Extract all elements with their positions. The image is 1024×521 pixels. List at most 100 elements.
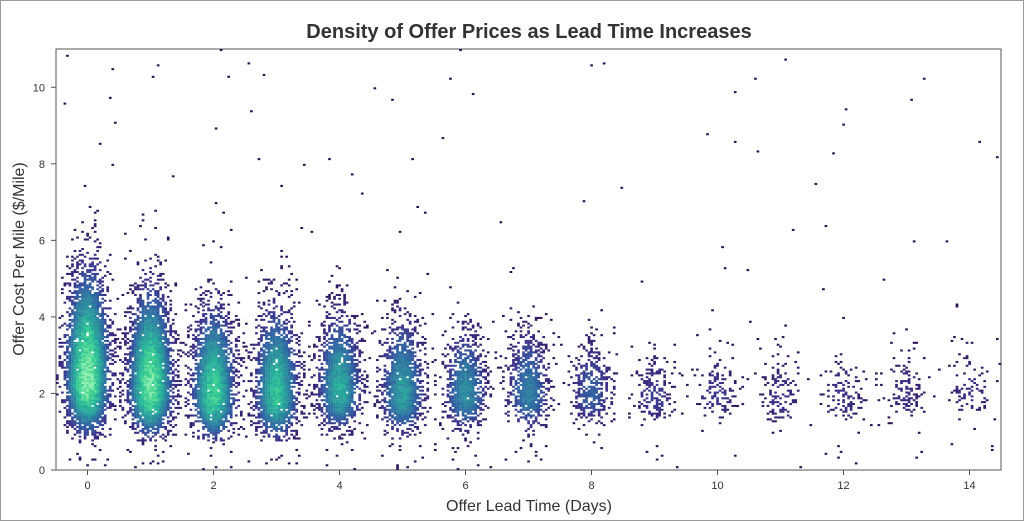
density-cell	[202, 347, 205, 350]
density-cell	[159, 332, 162, 335]
density-cell	[171, 318, 175, 321]
density-cell	[207, 359, 210, 362]
density-cell	[129, 345, 132, 348]
density-cell	[204, 290, 208, 293]
density-cell	[229, 416, 233, 419]
density-cell	[96, 385, 99, 388]
density-cell	[290, 372, 294, 375]
density-cell	[151, 418, 155, 421]
density-cell	[86, 288, 89, 291]
density-cell	[192, 374, 195, 377]
density-cell	[73, 410, 77, 413]
density-cell	[252, 391, 256, 394]
density-cell	[58, 355, 62, 358]
density-cell	[267, 341, 271, 344]
density-cell	[154, 339, 157, 342]
density-cell	[73, 424, 77, 427]
density-cell	[265, 315, 268, 318]
density-cell	[199, 404, 203, 407]
density-cell	[207, 412, 210, 415]
density-cell	[66, 355, 69, 358]
density-cell	[131, 380, 135, 383]
density-cell	[81, 328, 84, 331]
density-cell	[91, 315, 94, 318]
density-cell	[93, 311, 97, 314]
density-cell	[129, 288, 132, 291]
density-cell	[260, 362, 263, 365]
density-cell	[227, 397, 231, 400]
density-cell	[229, 414, 233, 417]
density-cell	[224, 330, 228, 333]
density-cell	[73, 376, 77, 379]
density-cell	[154, 427, 157, 430]
density-cell	[290, 401, 294, 404]
density-cell	[340, 401, 344, 404]
density-cell	[56, 393, 59, 396]
density-cell	[204, 406, 208, 409]
density-cell	[212, 330, 215, 333]
density-cell	[197, 320, 200, 323]
density-cell	[93, 293, 97, 297]
density-cell	[73, 332, 77, 335]
density-cell	[156, 422, 160, 425]
density-cell	[68, 372, 72, 375]
density-cell	[91, 341, 94, 344]
density-cell	[290, 376, 294, 379]
density-cell	[93, 322, 97, 325]
density-cell	[282, 345, 286, 348]
density-cell	[156, 316, 160, 319]
density-cell	[237, 336, 241, 339]
density-cell	[265, 380, 268, 383]
density-cell	[164, 381, 168, 385]
density-cell	[292, 368, 296, 371]
density-cell	[282, 353, 286, 356]
density-cell	[214, 427, 218, 430]
density-cell	[335, 397, 339, 400]
density-cell	[169, 355, 173, 358]
density-cell	[119, 404, 122, 407]
density-cell	[219, 324, 223, 327]
density-cell	[66, 297, 69, 300]
density-cell	[83, 324, 87, 327]
density-cell	[255, 397, 258, 400]
density-cell	[164, 372, 168, 375]
density-cell	[83, 349, 87, 352]
density-cell	[139, 328, 142, 331]
density-cell	[154, 401, 157, 404]
density-cell	[338, 404, 341, 407]
density-cell	[86, 234, 89, 237]
density-cell	[242, 418, 246, 421]
density-cell	[325, 378, 329, 381]
density-cell	[171, 397, 175, 400]
density-cell	[217, 322, 220, 325]
density-cell	[272, 418, 276, 421]
density-cell	[192, 355, 195, 358]
density-cell	[267, 391, 271, 394]
density-cell	[207, 422, 210, 425]
density-cell	[280, 420, 283, 423]
density-cell	[131, 313, 135, 316]
density-cell	[265, 401, 268, 404]
density-cell	[328, 414, 331, 417]
density-cell	[71, 303, 74, 306]
density-cell	[86, 406, 89, 409]
density-cell	[212, 359, 215, 362]
density-cell	[338, 424, 341, 427]
density-cell	[184, 401, 188, 404]
density-cell	[224, 380, 228, 383]
density-cell	[229, 381, 233, 385]
density-cell	[275, 385, 278, 388]
density-cell	[86, 305, 89, 308]
density-cell	[297, 383, 301, 386]
density-cell	[267, 404, 271, 407]
density-cell	[275, 349, 278, 352]
density-cell	[144, 337, 147, 341]
density-cell	[106, 330, 110, 333]
density-cell	[257, 301, 261, 304]
density-cell	[318, 372, 321, 375]
density-cell	[282, 416, 286, 419]
density-cell	[108, 427, 112, 430]
density-cell	[199, 414, 203, 417]
density-cell	[262, 410, 266, 413]
density-cell	[280, 351, 283, 354]
